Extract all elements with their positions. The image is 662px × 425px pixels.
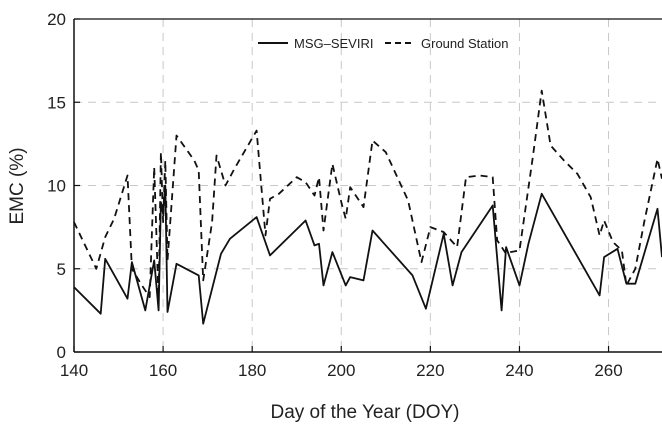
- legend-label-msg-seviri: MSG–SEVIRI: [294, 36, 373, 51]
- series-line-ground-station: [73, 89, 662, 304]
- x-tick-label: 180: [238, 361, 266, 380]
- x-tick-label: 160: [149, 361, 177, 380]
- y-axis-label: EMC (%): [7, 147, 28, 224]
- y-tick-label: 5: [57, 260, 66, 279]
- y-tick-label: 10: [47, 177, 66, 196]
- axes: 140 160 180 200 220 240 260 0 5 10 15 20: [47, 10, 662, 380]
- y-tick-label: 20: [47, 10, 66, 29]
- legend-label-ground-station: Ground Station: [421, 36, 508, 51]
- x-tick-label: 260: [594, 361, 622, 380]
- y-tick-label: 0: [57, 343, 66, 362]
- series-lines: [73, 89, 662, 325]
- y-tick-label: 15: [47, 93, 66, 112]
- x-axis-label: Day of the Year (DOY): [270, 402, 459, 423]
- series-line-msg-seviri: [73, 184, 662, 325]
- x-tick-label: 220: [416, 361, 444, 380]
- x-tick-label: 240: [505, 361, 533, 380]
- x-tick-label: 140: [60, 361, 88, 380]
- x-tick-label: 200: [327, 361, 355, 380]
- legend: MSG–SEVIRI Ground Station: [258, 36, 508, 51]
